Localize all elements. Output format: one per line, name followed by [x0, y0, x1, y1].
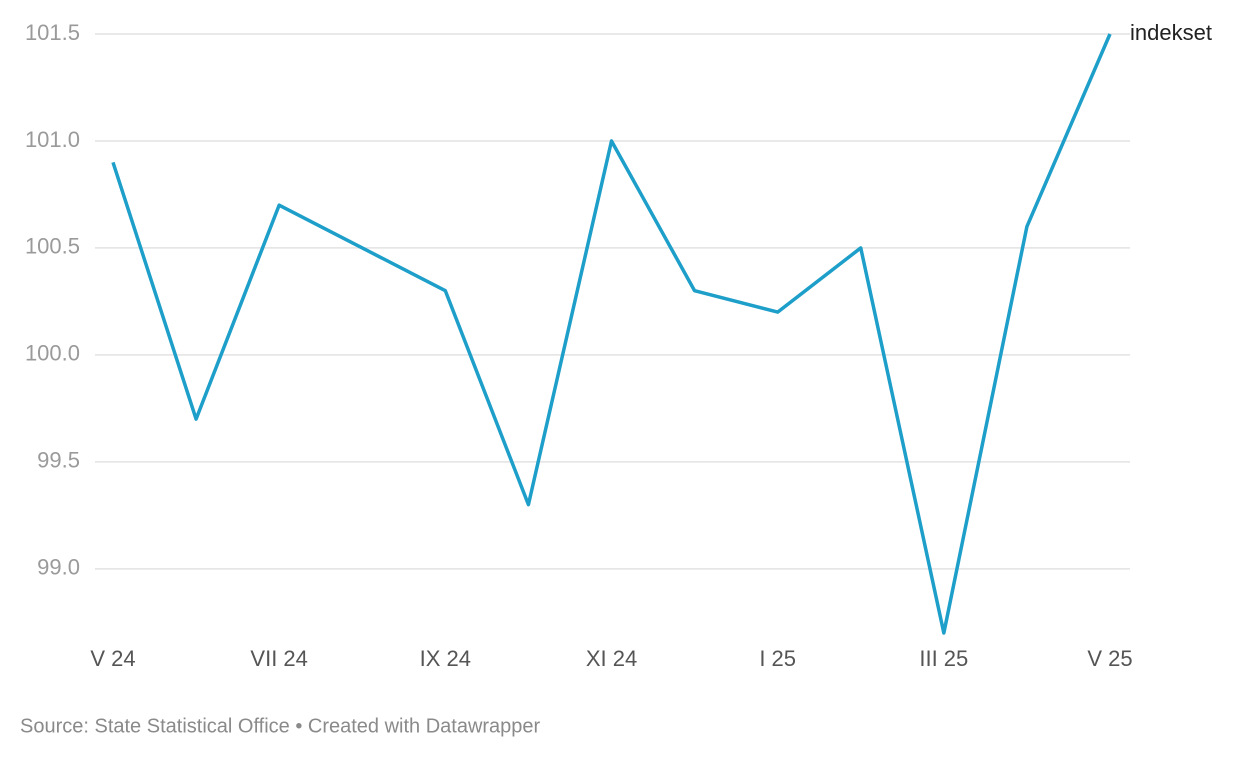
- y-tick-label: 100.0: [25, 341, 80, 366]
- x-tick-label: IX 24: [420, 646, 471, 671]
- x-tick-label: III 25: [919, 646, 968, 671]
- y-tick-label: 99.0: [37, 555, 80, 580]
- series-label: indekset: [1130, 20, 1212, 45]
- x-tick-label: I 25: [759, 646, 796, 671]
- x-tick-label: XI 24: [586, 646, 637, 671]
- y-tick-label: 99.5: [37, 448, 80, 473]
- y-tick-label: 101.5: [25, 20, 80, 45]
- y-tick-label: 101.0: [25, 127, 80, 152]
- y-tick-label: 100.5: [25, 234, 80, 259]
- x-tick-label: V 24: [90, 646, 135, 671]
- x-tick-label: V 25: [1087, 646, 1132, 671]
- source: Source: State Statistical Office • Creat…: [20, 715, 541, 737]
- line: [111, 33, 1112, 635]
- x-tick-label: VII 24: [250, 646, 307, 671]
